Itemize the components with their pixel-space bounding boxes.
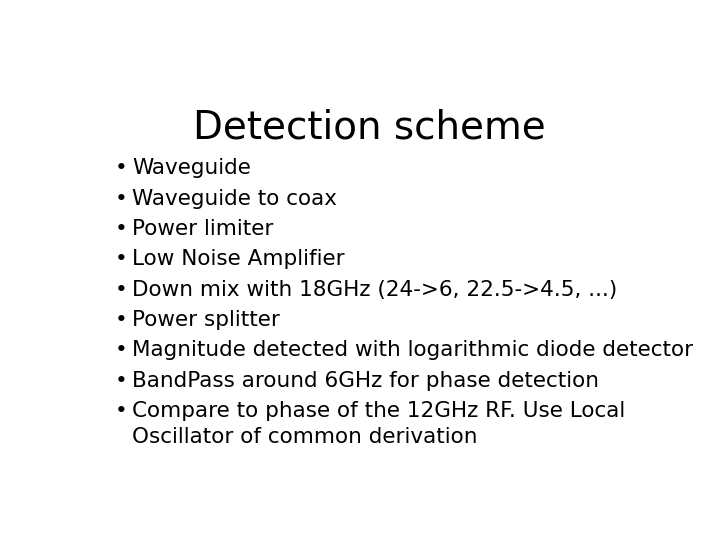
Text: Low Noise Amplifier: Low Noise Amplifier	[132, 249, 344, 269]
Text: Power limiter: Power limiter	[132, 219, 273, 239]
Text: Power splitter: Power splitter	[132, 310, 280, 330]
Text: Compare to phase of the 12GHz RF. Use Local
Oscillator of common derivation: Compare to phase of the 12GHz RF. Use Lo…	[132, 401, 625, 447]
Text: •: •	[114, 249, 127, 269]
Text: Detection scheme: Detection scheme	[193, 109, 545, 146]
Text: BandPass around 6GHz for phase detection: BandPass around 6GHz for phase detection	[132, 371, 599, 391]
Text: •: •	[114, 401, 127, 421]
Text: Waveguide to coax: Waveguide to coax	[132, 188, 337, 208]
Text: Magnitude detected with logarithmic diode detector: Magnitude detected with logarithmic diod…	[132, 341, 693, 361]
Text: •: •	[114, 371, 127, 391]
Text: •: •	[114, 158, 127, 178]
Text: •: •	[114, 219, 127, 239]
Text: •: •	[114, 310, 127, 330]
Text: Down mix with 18GHz (24->6, 22.5->4.5, ...): Down mix with 18GHz (24->6, 22.5->4.5, .…	[132, 280, 617, 300]
Text: Waveguide: Waveguide	[132, 158, 251, 178]
Text: •: •	[114, 188, 127, 208]
Text: •: •	[114, 280, 127, 300]
Text: •: •	[114, 341, 127, 361]
